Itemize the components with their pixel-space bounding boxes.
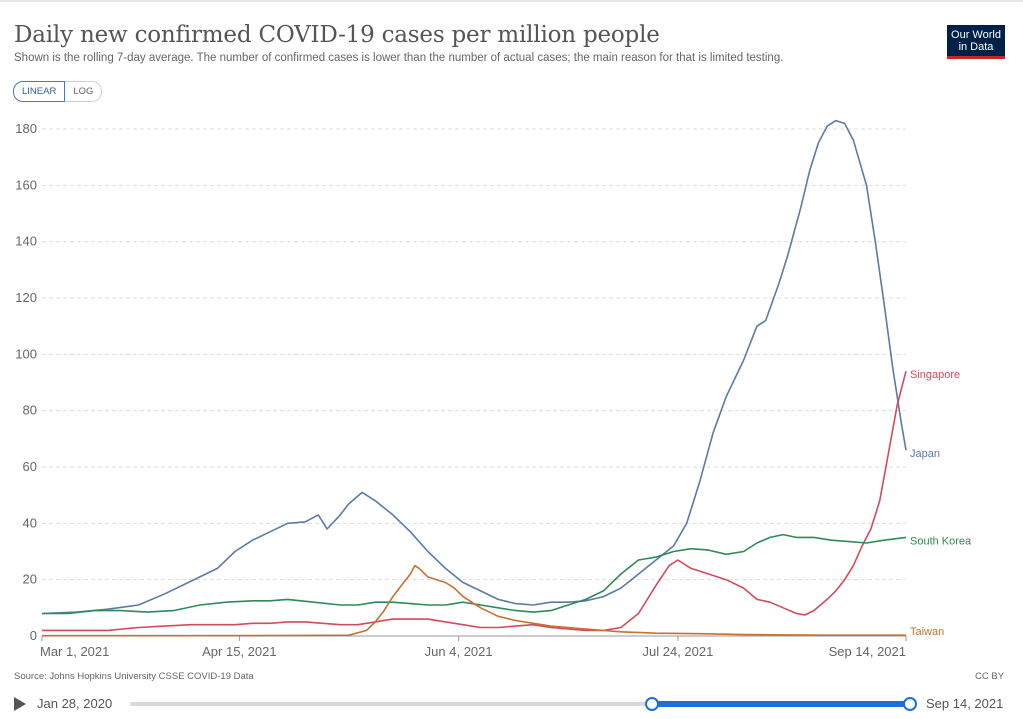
logo-line-2: in Data	[958, 41, 994, 53]
series-line-singapore[interactable]	[42, 370, 907, 632]
series-line-taiwan[interactable]	[42, 564, 906, 637]
y-tick-label: 180	[15, 121, 37, 136]
timeline-start-label: Jan 28, 2020	[37, 696, 113, 711]
y-tick-label: 40	[23, 515, 37, 530]
series-line-japan[interactable]	[41, 119, 907, 615]
timeline-selected-range[interactable]	[651, 701, 910, 707]
x-tick-label: Sep 14, 2021	[829, 644, 906, 659]
linear-scale-button[interactable]: LINEAR	[13, 81, 66, 102]
series-label-south-korea[interactable]: South Korea	[910, 535, 972, 547]
top-divider	[0, 0, 1023, 2]
y-tick-label: 0	[30, 628, 37, 643]
y-tick-label: 120	[15, 290, 37, 305]
x-tick-label: Jun 4, 2021	[425, 644, 493, 659]
y-tick-label: 160	[15, 177, 37, 192]
y-tick-label: 80	[23, 403, 37, 418]
log-scale-button[interactable]: LOG	[65, 81, 103, 102]
logo-line-1: Our World	[951, 29, 1001, 41]
series-label-taiwan[interactable]: Taiwan	[910, 626, 944, 638]
owid-logo[interactable]: Our World in Data	[947, 25, 1005, 59]
grid-lines	[42, 128, 906, 637]
timeline-start-handle[interactable]	[645, 697, 659, 711]
play-icon[interactable]	[14, 697, 26, 711]
scale-toggle: LINEAR LOG	[13, 81, 103, 102]
series-labels: Japan Singapore South Korea Taiwan	[910, 369, 972, 638]
y-tick-label: 60	[23, 459, 37, 474]
timeline-end-label: Sep 14, 2021	[926, 696, 1004, 711]
series-lines	[41, 119, 907, 637]
timeline-end-handle[interactable]	[903, 697, 917, 711]
y-axis: 0 20 40 60 80 100 120 140 160 180	[15, 121, 37, 643]
timeline-track[interactable]	[130, 702, 910, 706]
x-tick-label: Apr 15, 2021	[202, 644, 276, 659]
chart-subtitle: Shown is the rolling 7-day average. The …	[14, 52, 784, 64]
line-chart: 0 20 40 60 80 100 120 140 160 180 Mar 1, 2021 Apr …	[15, 119, 972, 659]
timeline: Jan 28, 2020 Sep 14, 2021	[0, 690, 1023, 719]
y-tick-label: 20	[23, 572, 37, 587]
source-note[interactable]: Source: Johns Hopkins University CSSE CO…	[14, 671, 254, 682]
license-link[interactable]: CC BY	[975, 671, 1005, 682]
series-label-japan[interactable]: Japan	[910, 448, 940, 460]
y-tick-label: 140	[15, 234, 37, 249]
x-tick-label: Mar 1, 2021	[40, 644, 109, 659]
x-tick-label: Jul 24, 2021	[643, 644, 714, 659]
chart-title: Daily new confirmed COVID-19 cases per m…	[14, 22, 660, 48]
y-tick-label: 100	[15, 346, 37, 361]
series-line-south-korea[interactable]	[42, 533, 907, 615]
x-axis: Mar 1, 2021 Apr 15, 2021 Jun 4, 2021 Jul 24…	[40, 636, 907, 659]
series-label-singapore[interactable]: Singapore	[910, 369, 960, 381]
